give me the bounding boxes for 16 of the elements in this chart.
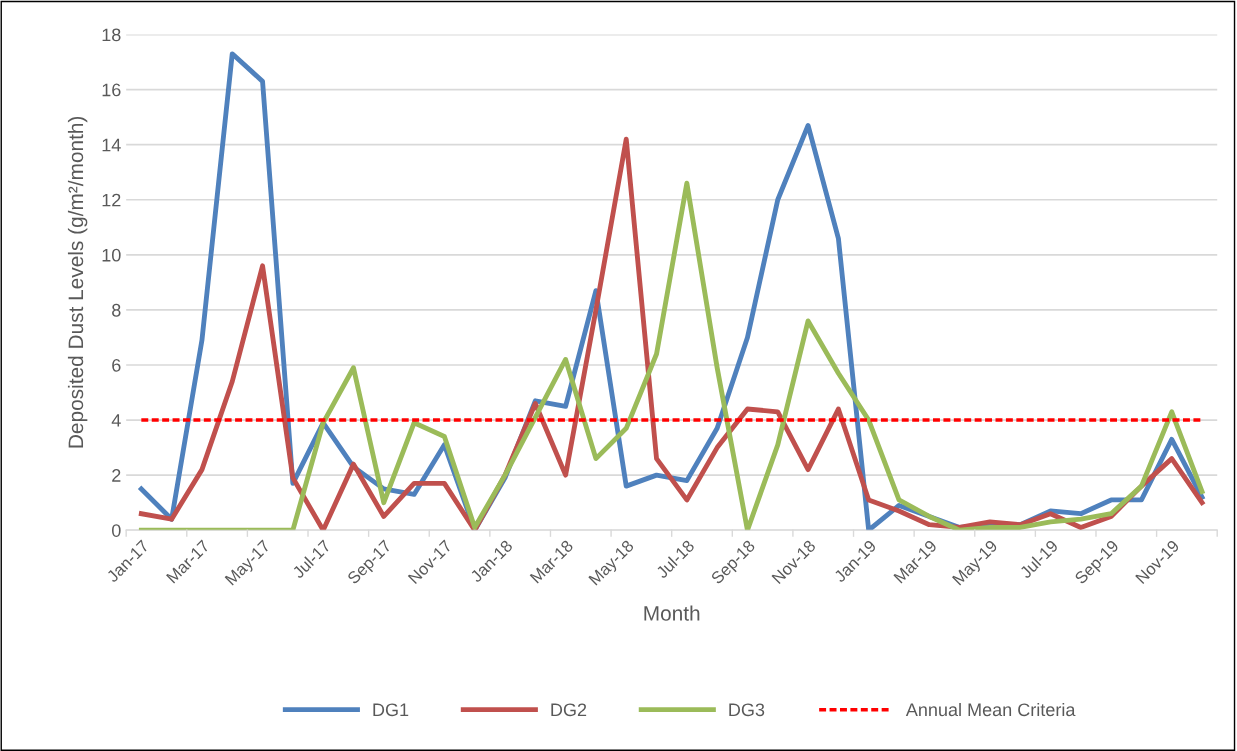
y-tick-label: 0 — [111, 524, 121, 537]
y-tick-label: 4 — [111, 414, 121, 427]
y-axis-title: Deposited Dust Levels (g/m²/month) — [67, 116, 88, 448]
legend-label: DG3 — [729, 703, 765, 717]
legend-label: DG2 — [551, 703, 587, 717]
y-tick-label: 12 — [102, 193, 121, 207]
x-axis-title: Month — [644, 605, 700, 621]
y-tick-label: 16 — [102, 83, 121, 97]
y-tick-label: 6 — [112, 358, 121, 372]
y-tick-label: 14 — [102, 138, 121, 152]
y-tick-label: 8 — [112, 303, 121, 317]
y-tick-label: 2 — [112, 469, 121, 482]
y-tick-label: 10 — [102, 248, 121, 262]
legend-label: DG1 — [373, 703, 409, 717]
y-tick-label: 18 — [102, 28, 121, 42]
legend-label: Annual Mean Criteria — [905, 702, 1076, 717]
